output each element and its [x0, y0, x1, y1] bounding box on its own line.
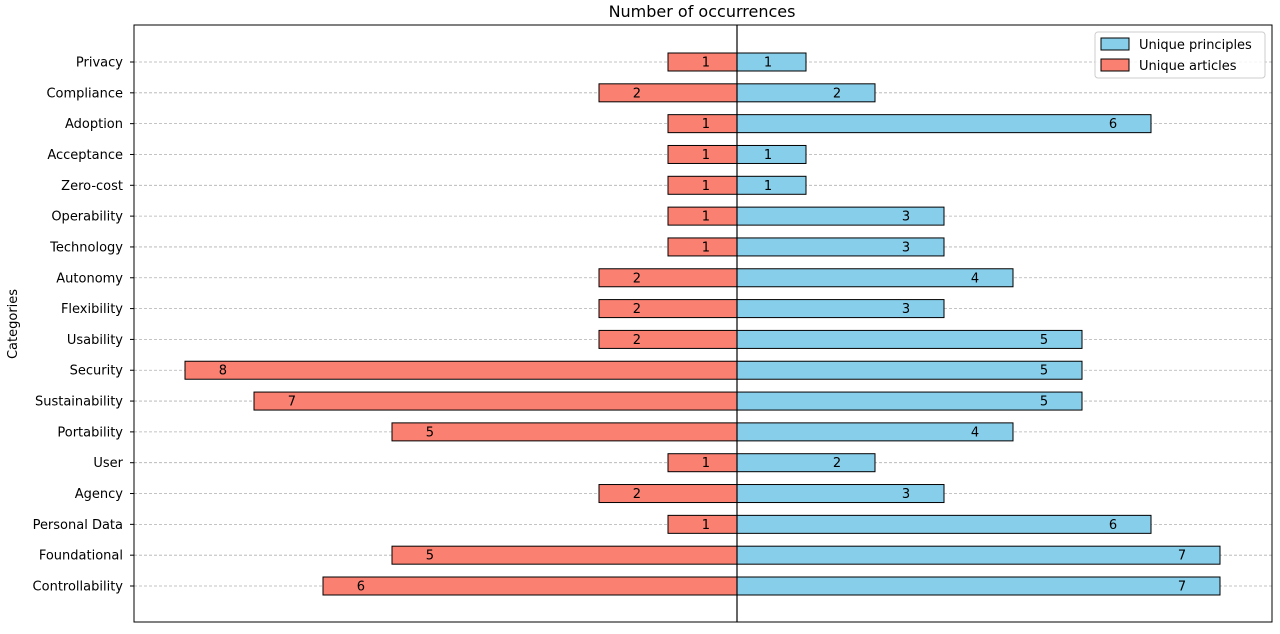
bar-articles-sustainability: [253, 391, 738, 411]
label-principles-controllability: 7: [1178, 580, 1186, 595]
bar-principles-compliance: [736, 83, 876, 103]
y-tick-label-controllability: Controllability: [33, 580, 124, 595]
label-articles-agency: 2: [633, 487, 641, 502]
plot-frame: [133, 24, 1273, 623]
bar-principles-controllability: [736, 576, 1221, 596]
data-labels: 1 1 2 2 6 1 1 1 1 1 3 1 3 1 4 2 3 2 5 2 5 8 5 7 4 5 2 1 3 2 6 1 7 5 7 6: [219, 56, 1186, 595]
bar-principles-personal-data: [736, 514, 1152, 534]
y-tick-label-acceptance: Acceptance: [47, 148, 123, 163]
bar-principles-foundational: [736, 545, 1221, 565]
label-principles-technology: 3: [902, 240, 910, 255]
y-tick-label-agency: Agency: [75, 487, 124, 502]
label-articles-autonomy: 2: [633, 271, 641, 286]
label-principles-usability: 5: [1040, 333, 1048, 348]
label-articles-operability: 1: [702, 210, 710, 225]
label-principles-security: 5: [1040, 364, 1048, 379]
y-tick-label-operability: Operability: [51, 210, 123, 225]
bar-principles-operability: [736, 206, 945, 226]
label-principles-autonomy: 4: [971, 271, 979, 286]
label-articles-flexibility: 2: [633, 302, 641, 317]
label-principles-foundational: 7: [1178, 549, 1186, 564]
bar-articles-portability: [391, 422, 738, 442]
label-principles-portability: 4: [971, 425, 979, 440]
label-articles-adoption: 1: [702, 117, 710, 132]
label-articles-technology: 1: [702, 240, 710, 255]
label-principles-agency: 3: [902, 487, 910, 502]
bar-articles-foundational: [391, 545, 738, 565]
label-principles-flexibility: 3: [902, 302, 910, 317]
y-tick-label-flexibility: Flexibility: [61, 302, 123, 317]
y-axis-title: Categories: [6, 289, 21, 359]
bar-principles-sustainability: [736, 391, 1083, 411]
label-principles-zero-cost: 1: [764, 179, 772, 194]
chart-title: Number of occurrences: [609, 2, 796, 21]
bar-articles-usability: [598, 329, 738, 349]
y-tick-label-adoption: Adoption: [65, 117, 123, 132]
label-principles-compliance: 2: [833, 86, 841, 101]
label-principles-acceptance: 1: [764, 148, 772, 163]
bar-principles-technology: [736, 237, 945, 257]
bar-articles-autonomy: [598, 268, 738, 288]
label-articles-sustainability: 7: [288, 395, 296, 410]
bar-articles-agency: [598, 484, 738, 504]
legend: Unique principles Unique articles: [1094, 31, 1266, 79]
bar-articles-controllability: [322, 576, 738, 596]
label-articles-controllability: 6: [357, 580, 365, 595]
label-articles-acceptance: 1: [702, 148, 710, 163]
label-articles-zero-cost: 1: [702, 179, 710, 194]
label-principles-user: 2: [833, 456, 841, 471]
bar-principles-flexibility: [736, 299, 945, 319]
label-principles-privacy: 1: [764, 56, 772, 71]
y-tick-label-sustainability: Sustainability: [35, 395, 123, 410]
bar-principles-usability: [736, 329, 1083, 349]
y-tick-label-personal-data: Personal Data: [33, 518, 123, 533]
label-articles-usability: 2: [633, 333, 641, 348]
bar-articles-compliance: [598, 83, 738, 103]
label-articles-compliance: 2: [633, 86, 641, 101]
y-tick-label-usability: Usability: [67, 333, 123, 348]
bar-principles-user: [736, 453, 876, 473]
label-principles-personal-data: 6: [1109, 518, 1117, 533]
legend-swatch-unique-articles: [1100, 58, 1130, 72]
y-tick-label-privacy: Privacy: [76, 56, 123, 71]
legend-label-unique-principles: Unique principles: [1139, 38, 1252, 53]
y-tick-label-portability: Portability: [57, 425, 123, 440]
grid-lines: [134, 61, 1272, 587]
bars: [184, 52, 1221, 596]
y-tick-label-foundational: Foundational: [39, 549, 123, 564]
y-tick-label-autonomy: Autonomy: [56, 271, 123, 286]
y-tick-label-user: User: [93, 456, 123, 471]
y-axis-ticks: Privacy Compliance Adoption Acceptance Zero-…: [33, 56, 134, 595]
label-articles-user: 1: [702, 456, 710, 471]
label-articles-personal-data: 1: [702, 518, 710, 533]
bar-principles-agency: [736, 484, 945, 504]
y-tick-label-technology: Technology: [49, 240, 123, 255]
y-tick-label-security: Security: [70, 364, 124, 379]
y-tick-label-zero-cost: Zero-cost: [61, 179, 123, 194]
legend-label-unique-articles: Unique articles: [1139, 59, 1237, 74]
label-articles-portability: 5: [426, 425, 434, 440]
label-principles-operability: 3: [902, 210, 910, 225]
bar-articles-flexibility: [598, 299, 738, 319]
legend-swatch-unique-principles: [1100, 37, 1130, 51]
y-tick-label-compliance: Compliance: [46, 86, 123, 101]
label-principles-adoption: 6: [1109, 117, 1117, 132]
label-articles-foundational: 5: [426, 549, 434, 564]
label-articles-privacy: 1: [702, 56, 710, 71]
legend-box: [1094, 31, 1266, 79]
bar-principles-adoption: [736, 114, 1152, 134]
label-articles-security: 8: [219, 364, 227, 379]
bar-principles-security: [736, 360, 1083, 380]
label-principles-sustainability: 5: [1040, 395, 1048, 410]
bar-articles-security: [184, 360, 738, 380]
